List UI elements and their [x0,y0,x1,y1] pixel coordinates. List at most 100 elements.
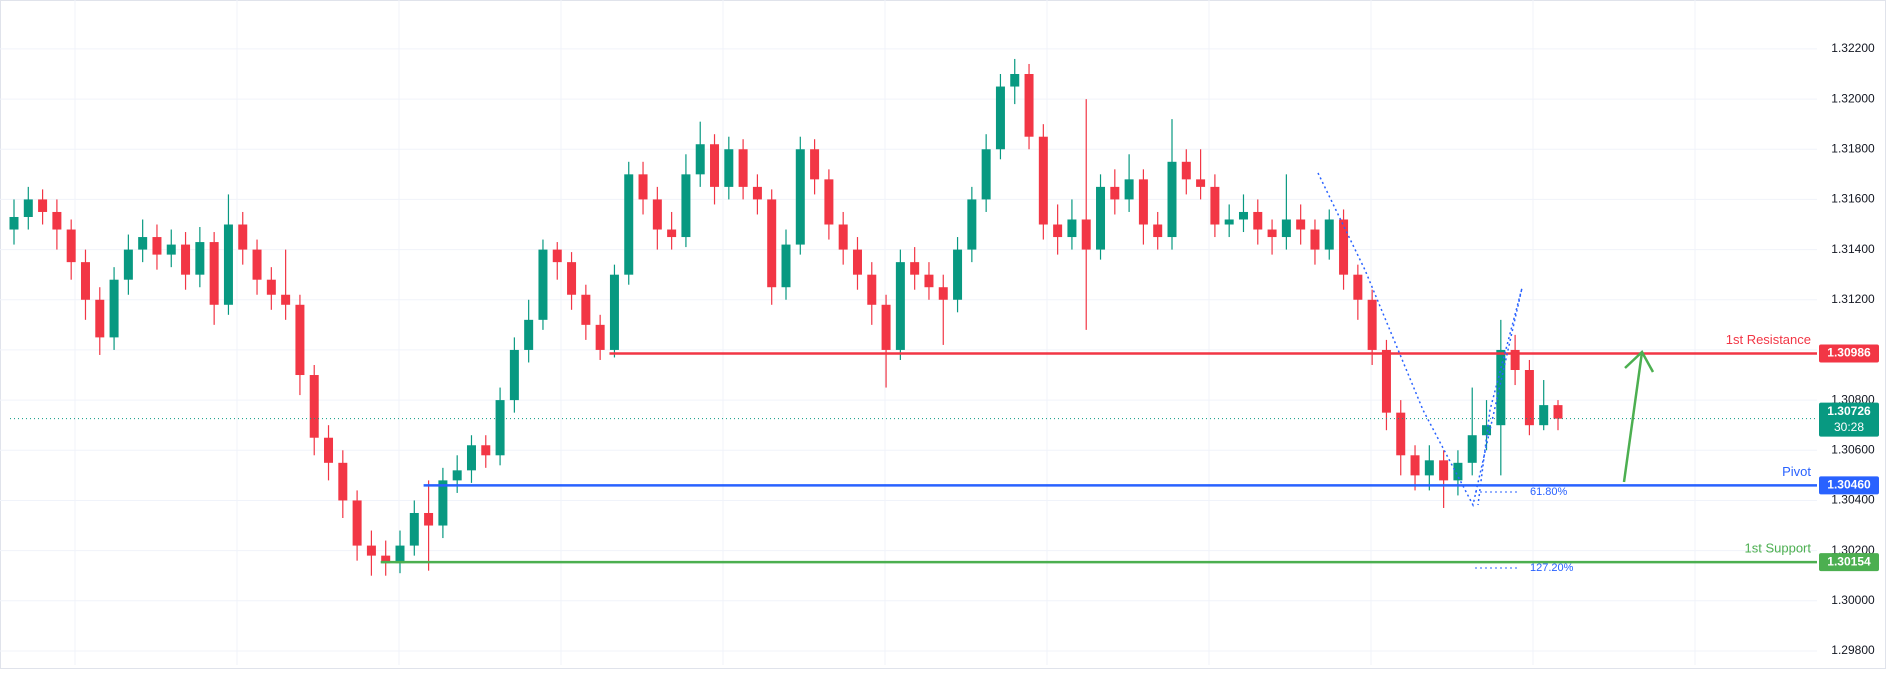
candle-body [1153,224,1163,238]
candle-body [409,512,419,546]
candle-body [1038,136,1048,225]
candle-body [1367,299,1377,350]
level-price-box [1819,476,1879,495]
candle-body [767,199,777,288]
candle-body [910,262,920,275]
candle-body [152,237,162,255]
candle-body [938,287,948,300]
candle-body [1067,219,1077,238]
candle-body [1424,460,1434,476]
candle-body [810,149,820,180]
candle-body [38,199,48,212]
candle-body [309,375,319,438]
level-price-box [1819,553,1879,572]
candle-body [9,216,19,230]
candle-body [324,437,334,463]
candle-body [338,462,348,501]
y-tick-label: 1.29800 [1831,643,1875,657]
level-price-label: 1.30154 [1827,554,1871,568]
candle-body [80,262,90,300]
level-price-label: 1.30460 [1827,478,1871,492]
candle-body [524,319,534,350]
candle-body [466,445,476,471]
fib-label: 61.80% [1530,486,1568,498]
candle-body [252,249,262,280]
y-tick-label: 1.31600 [1831,192,1875,206]
candle-body [166,244,176,255]
y-tick-label: 1.31800 [1831,141,1875,155]
candle-body [223,224,233,305]
candle-body [881,304,891,350]
level-name: 1st Resistance [1726,332,1811,347]
current-price-box [1819,402,1879,437]
y-tick-label: 1.30400 [1831,493,1875,507]
candle-body [738,149,748,187]
candle-body [66,229,76,263]
candle-body [1296,219,1306,230]
candle-body [1453,462,1463,481]
candle-body [281,294,291,305]
candle-body [652,199,662,230]
candle-body [1396,412,1406,456]
candle-body [1181,161,1191,180]
candle-body [924,274,934,288]
candle-body [595,324,605,350]
candle-body [1024,74,1034,137]
candle-body [352,500,362,546]
current-price-label: 1.30726 [1827,404,1871,418]
candle-body [1381,349,1391,413]
candle-body [52,211,62,230]
candle-body [1324,219,1334,250]
candle-body [395,545,405,564]
candle-body [967,199,977,250]
candle-body [1124,179,1134,200]
arrow-shaft [1622,351,1644,483]
candle-body [667,229,677,238]
level-name: Pivot [1782,464,1811,479]
candle-body [852,249,862,275]
candle-body [953,249,963,300]
candle-body [452,470,462,481]
candle-body [109,279,119,338]
candle-body [138,237,148,250]
candle-body [609,274,619,350]
candle-body [1496,349,1506,426]
candle-body [1196,179,1206,187]
candle-body [1553,405,1563,419]
candle-body [95,299,105,338]
candle-body [838,224,848,250]
candle-body [1010,74,1020,87]
candle-body [567,262,577,295]
candle-body [552,249,562,263]
candle-body [1467,435,1477,463]
candle-body [1210,186,1220,225]
candle-body [1281,219,1291,238]
candle-body [681,174,691,238]
candle-body [1167,161,1177,238]
candle-body [752,186,762,200]
candle-body [1110,186,1120,200]
candle-body [1510,349,1520,371]
y-tick-label: 1.32000 [1831,91,1875,105]
candle-body [123,249,133,280]
candle-body [824,179,834,225]
y-tick-label: 1.30600 [1831,442,1875,456]
candle-body [724,149,734,187]
candle-body [1053,224,1063,238]
countdown-label: 30:28 [1834,420,1864,434]
candle-body [695,144,705,175]
level-price-box [1819,344,1879,363]
candle-body [638,174,648,200]
candle-body [895,262,905,350]
candle-body [1238,211,1248,220]
candle-body [995,86,1005,150]
candle-body [1310,229,1320,250]
candle-body [1138,179,1148,225]
candle-body [538,249,548,320]
candle-body [1267,229,1277,238]
candle-body [581,294,591,325]
y-tick-label: 1.32200 [1831,41,1875,55]
candle-body [1339,219,1349,275]
candle-body [1253,211,1263,230]
